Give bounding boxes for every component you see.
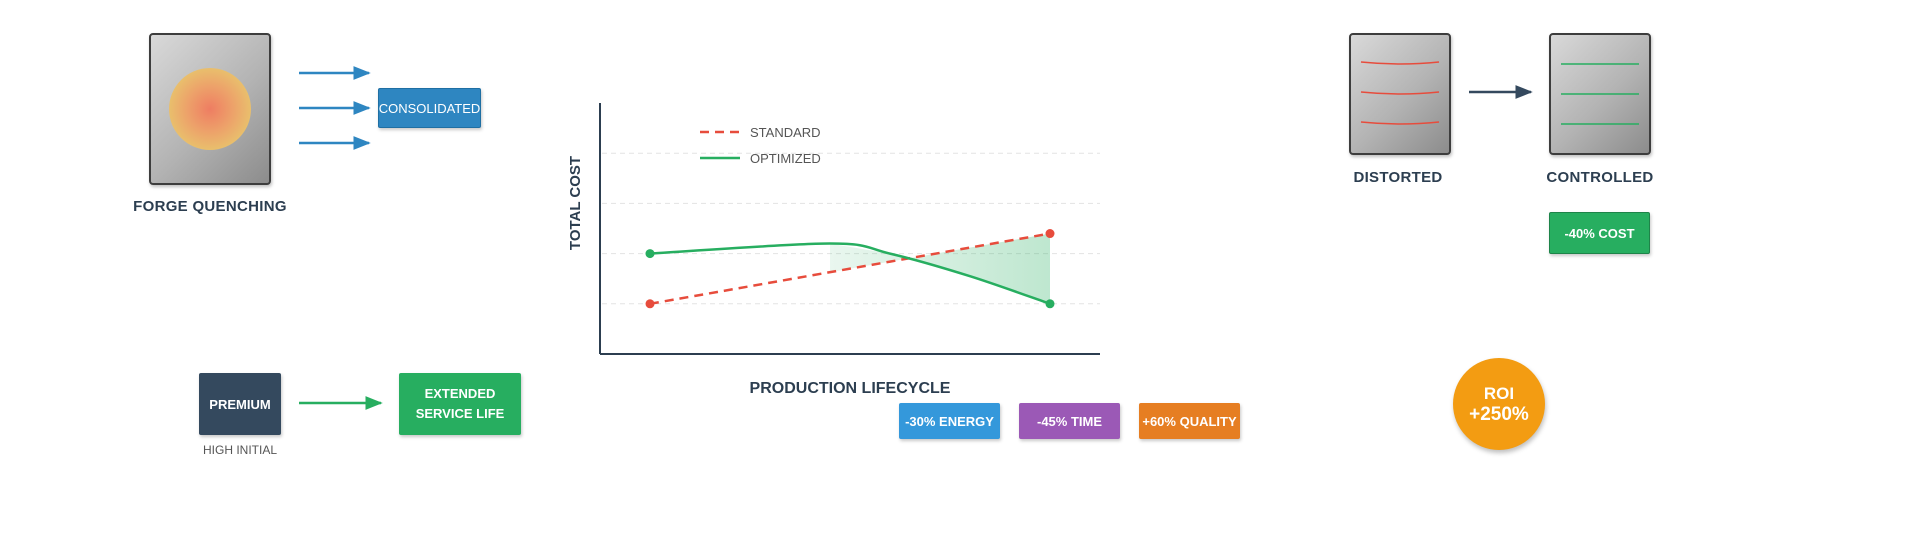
legend-label-optimized: OPTIMIZED <box>750 151 821 166</box>
cost-chart: STANDARD OPTIMIZED TOTAL COST PRODUCTION… <box>567 103 1100 397</box>
premium-sub-caption: HIGH INITIAL <box>202 443 277 457</box>
series-line-optimized <box>649 242 1051 305</box>
x-axis-title: PRODUCTION LIFECYCLE <box>750 380 951 397</box>
legend-label-standard: STANDARD <box>750 125 821 140</box>
premium-box: PREMIUM <box>199 373 281 435</box>
controlled-block <box>1549 33 1651 155</box>
distortion-lines <box>1360 61 1440 125</box>
cost-badge: -40% COST <box>1549 212 1650 254</box>
quench-arrows <box>299 66 371 150</box>
roi-circle: ROI +250% <box>1453 358 1545 450</box>
data-point-standard-end <box>1045 229 1055 239</box>
forge-block <box>149 33 271 185</box>
data-point-optimized-end <box>1045 299 1055 309</box>
series-line-standard <box>649 232 1051 306</box>
y-axis-title: TOTAL COST <box>567 156 584 250</box>
roi-label: ROI <box>1483 384 1515 403</box>
distortion-arrow <box>1469 85 1533 99</box>
data-point-optimized-start <box>645 249 655 259</box>
heat-spot <box>169 68 251 150</box>
consolidated-badge: CONSOLIDATED <box>378 88 481 128</box>
data-point-standard-start <box>645 299 655 309</box>
controlled-lines <box>1561 63 1639 125</box>
savings-shaded-region <box>830 233 1050 304</box>
extended-life-badge: EXTENDED SERVICE LIFE <box>399 373 521 435</box>
tag-quality: +60% QUALITY <box>1139 403 1240 439</box>
roi-value: +250% <box>1469 404 1529 425</box>
controlled-caption: CONTROLLED <box>1546 169 1654 186</box>
distorted-caption: DISTORTED <box>1353 169 1443 186</box>
tag-time: -45% TIME <box>1019 403 1120 439</box>
premium-arrow <box>299 396 383 410</box>
distorted-block <box>1349 33 1451 155</box>
tag-energy: -30% ENERGY <box>899 403 1000 439</box>
forge-caption: FORGE QUENCHING <box>133 198 287 215</box>
